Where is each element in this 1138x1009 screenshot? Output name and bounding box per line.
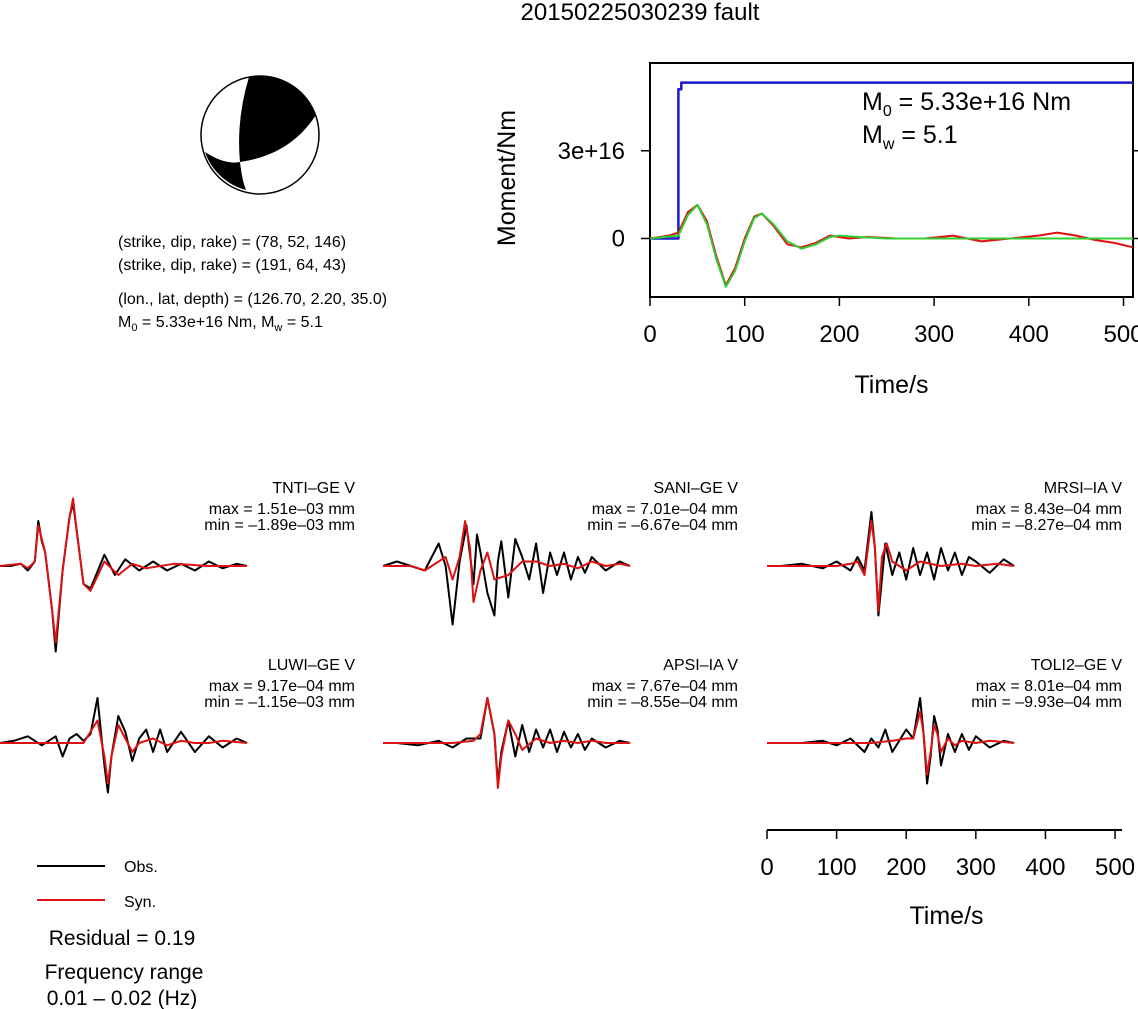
beachball-compression-quadrant-side [205,152,246,190]
waveform-x-tick-label: 0 [760,854,773,881]
mechanism-info: (strike, dip, rake) = (78, 52, 146) (str… [118,234,387,334]
moment-series-line [650,81,1133,240]
waveform-x-tick-label: 300 [956,854,996,881]
observed-waveform [382,524,631,626]
station-label: APSI–IA V [663,657,738,674]
moment-y-axis-label: Moment/Nm [493,110,521,246]
moment-x-tick-label: 200 [819,321,859,348]
moment-x-tick-label: 100 [725,321,765,348]
min-amplitude-label: min = –8.55e–04 mm [587,694,738,711]
max-amplitude-label: max = 7.67e–04 mm [592,678,738,695]
legend: Obs. Syn. [37,859,158,911]
synthetic-waveform [383,520,631,603]
synthetic-waveform [0,719,248,785]
moment-series-line [649,203,1133,288]
moment-series-line [649,203,1134,287]
moment-plot-frame [649,62,1134,298]
station-label: SANI–GE V [654,480,739,497]
hypocenter-location: (lon., lat, depth) = (126.70, 2.20, 35.0… [118,291,387,308]
station-label: LUWI–GE V [268,657,355,674]
waveform-x-tick-label: 100 [817,854,857,881]
moment-plot: 0 100 200 300 400 500 3e+16 0 Time/s Moment/Nm M0 … [493,62,1138,399]
moment-summary: M0 = 5.33e+16 Nm, Mw = 5.1 [118,314,323,334]
max-amplitude-label: max = 9.17e–04 mm [209,678,355,695]
max-amplitude-label: max = 7.01e–04 mm [592,501,738,518]
frequency-title: Frequency range [45,961,204,984]
waveform-x-axis-label: Time/s [909,902,983,930]
observed-waveform [0,697,248,794]
synthetic-waveform [767,710,1015,776]
observed-waveform [767,511,1015,617]
legend-obs-label: Obs. [124,859,158,876]
synthetic-waveform [0,497,248,644]
waveform-x-tick-label: 200 [886,854,926,881]
min-amplitude-label: min = –1.15e–03 mm [204,694,355,711]
moment-annotation-mw: Mw = 5.1 [862,121,958,153]
nodal-plane-1: (strike, dip, rake) = (78, 52, 146) [118,234,346,251]
max-amplitude-label: max = 8.01e–04 mm [976,678,1122,695]
min-amplitude-label: min = –6.67e–04 mm [587,517,738,534]
nodal-plane-2: (strike, dip, rake) = (191, 64, 43) [118,257,346,274]
min-amplitude-label: min = –8.27e–04 mm [971,517,1122,534]
waveform-time-axis: 0 100 200 300 400 500 Time/s [760,829,1135,930]
station-label: TNTI–GE V [272,480,355,497]
station-label: MRSI–IA V [1044,480,1123,497]
station-label: TOLI2–GE V [1031,657,1123,674]
moment-x-tick-label: 0 [643,321,656,348]
max-amplitude-label: max = 8.43e–04 mm [976,501,1122,518]
min-amplitude-label: min = –9.93e–04 mm [971,694,1122,711]
waveform-x-tick-label: 500 [1095,854,1135,881]
frequency-value: 0.01 – 0.02 (Hz) [47,987,198,1009]
moment-y-tick-label: 3e+16 [558,138,625,165]
beachball [200,75,320,195]
legend-syn-label: Syn. [124,894,156,911]
moment-y-tick-label: 0 [612,226,625,253]
synthetic-waveform [767,520,1015,612]
moment-annotation-m0: M0 = 5.33e+16 Nm [862,88,1071,120]
moment-x-tick-label: 500 [1104,321,1138,348]
moment-x-tick-label: 400 [1009,321,1049,348]
waveform-x-tick-label: 400 [1025,854,1065,881]
beachball-compression-quadrant-main [239,75,316,162]
residual-text: Residual = 0.19 [49,927,196,950]
min-amplitude-label: min = –1.89e–03 mm [204,517,355,534]
moment-x-tick-label: 300 [914,321,954,348]
synthetic-waveform [383,697,631,789]
figure-title: 20150225030239 fault [521,0,760,26]
moment-x-axis-label: Time/s [854,371,928,399]
max-amplitude-label: max = 1.51e–03 mm [209,501,355,518]
